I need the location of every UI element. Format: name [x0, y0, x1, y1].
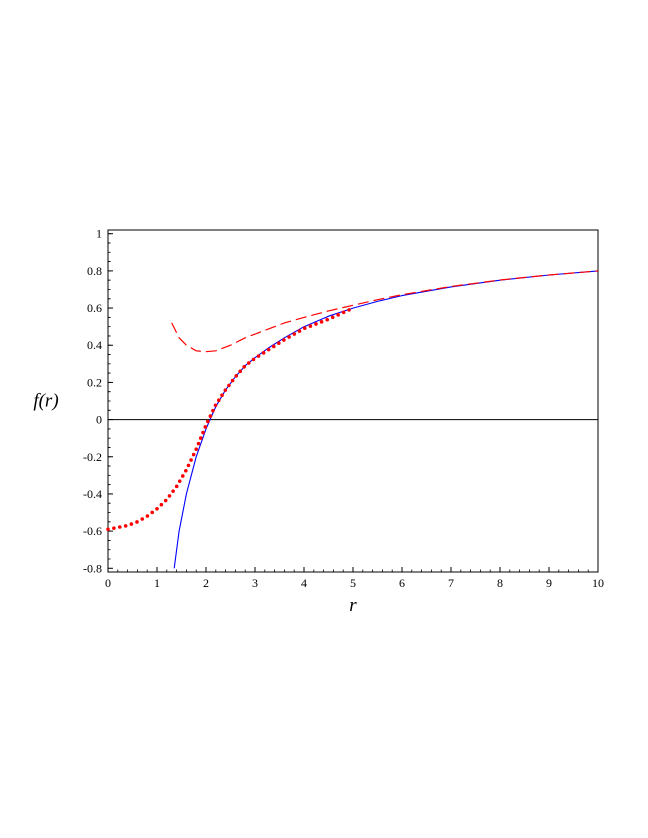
- x-tick-label: 8: [497, 576, 503, 590]
- series-line-dotted: [106, 306, 355, 532]
- x-tick-label: 3: [252, 576, 258, 590]
- x-tick-label: 10: [592, 576, 604, 590]
- x-tick-label: 4: [301, 576, 307, 590]
- series-line-dashed: [171, 270, 599, 353]
- y-tick-label: 0.8: [87, 264, 102, 278]
- x-tick-label: 2: [203, 576, 209, 590]
- x-tick-label: 9: [546, 576, 552, 590]
- y-tick-label: 0: [96, 413, 102, 427]
- x-tick-label: 1: [154, 576, 160, 590]
- y-tick-label: 1: [96, 227, 102, 241]
- series-line-solid: [173, 270, 599, 569]
- y-tick-label: -0.4: [83, 487, 102, 501]
- x-tick-label: 0: [105, 576, 111, 590]
- y-tick-label: -0.2: [83, 450, 102, 464]
- x-tick-label: 5: [350, 576, 356, 590]
- y-tick-label: -0.8: [83, 561, 102, 575]
- x-tick-label: 6: [399, 576, 405, 590]
- y-tick-label: 0.6: [87, 301, 102, 315]
- y-axis-title: f(r): [33, 391, 58, 412]
- y-tick-label: -0.6: [83, 524, 102, 538]
- y-tick-label: 0.2: [87, 375, 102, 389]
- x-tick-label: 7: [448, 576, 454, 590]
- x-axis-title: r: [349, 595, 357, 616]
- plot-area: 0 1 2 3 4 5 6 7 8 9 10 -0.8 -0.6 -0.4 -0.2 0 0.2 0.4 0.6 0.…: [83, 227, 604, 590]
- y-tick-label: 0.4: [87, 338, 102, 352]
